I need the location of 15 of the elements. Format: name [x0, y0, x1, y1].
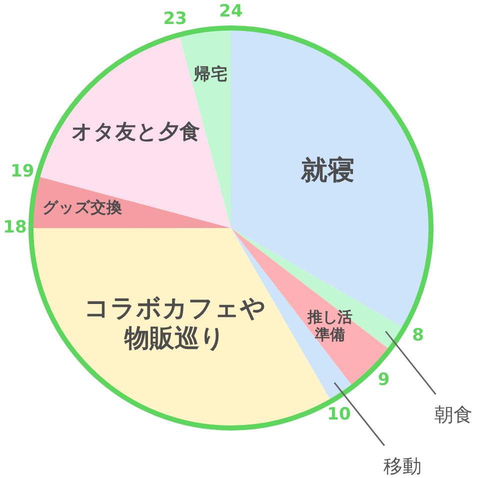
slice-label: グッズ交換	[42, 198, 124, 217]
text: 10	[327, 404, 351, 424]
text: 18	[3, 217, 27, 238]
slice-label: コラボカフェや物販巡り	[84, 294, 266, 352]
text: 23	[163, 8, 187, 29]
text: 19	[10, 162, 34, 182]
slice-label: 移動	[383, 456, 422, 478]
slice-label: 朝食	[434, 404, 473, 426]
text: 24	[219, 1, 243, 22]
text: 9	[378, 370, 390, 390]
text: 8	[412, 325, 424, 346]
slice-label: 推し活準備	[306, 308, 353, 344]
slice-label: オタ友と夕食	[72, 120, 201, 144]
slice-label: 帰宅	[192, 64, 228, 84]
slice-label: 就寝	[300, 154, 355, 186]
